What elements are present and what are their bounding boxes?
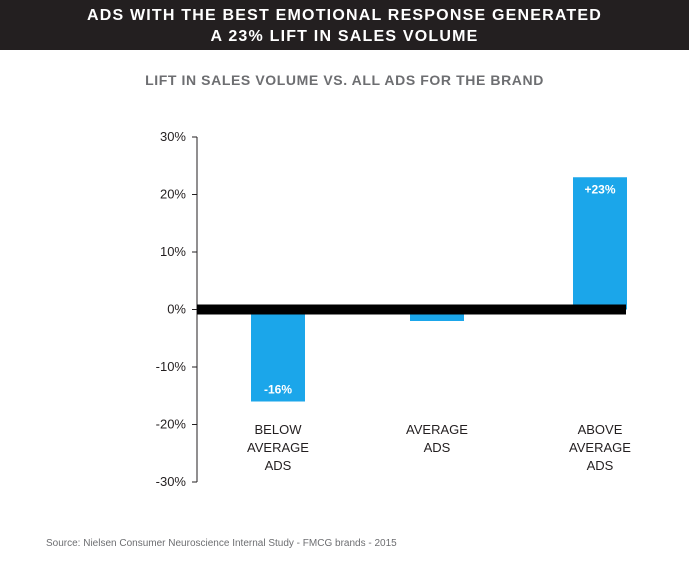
x-category-label-line: AVERAGE (406, 422, 468, 437)
header-line-1: ADS WITH THE BEST EMOTIONAL RESPONSE GEN… (86, 7, 603, 24)
zero-baseline (197, 304, 626, 315)
y-tick-label: 10% (160, 244, 186, 259)
x-category-label-line: ABOVE (578, 422, 623, 437)
source-note: Source: Nielsen Consumer Neuroscience In… (46, 538, 397, 549)
y-tick-label: 0% (167, 302, 186, 317)
header-line-2: A 23% LIFT IN SALES VOLUME (210, 28, 479, 45)
x-category-label-line: BELOW (255, 422, 303, 437)
bar (410, 309, 464, 321)
bar (573, 177, 627, 310)
x-category-label-line: AVERAGE (247, 440, 309, 455)
x-category-label-line: AVERAGE (569, 440, 631, 455)
chart-title: LIFT IN SALES VOLUME VS. ALL ADS FOR THE… (145, 72, 544, 88)
bar (251, 309, 305, 402)
y-tick-label: 30% (160, 129, 186, 144)
x-category-label-line: ADS (587, 458, 614, 473)
x-category-label-line: ADS (265, 458, 292, 473)
y-tick-label: -30% (156, 474, 187, 489)
chart-header: ADS WITH THE BEST EMOTIONAL RESPONSE GEN… (0, 0, 689, 50)
x-category-label: AVERAGE ADS (406, 422, 468, 455)
bar-data-label: -16% (264, 383, 292, 397)
x-category-label: ABOVE AVERAGE ADS (569, 422, 631, 473)
y-tick-label: 20% (160, 187, 186, 202)
x-category-label-line: ADS (424, 440, 451, 455)
y-tick-label: -20% (156, 417, 187, 432)
y-tick-label: -10% (156, 359, 187, 374)
bar-data-label: +23% (584, 182, 615, 196)
x-category-label: BELOW AVERAGE ADS (247, 422, 309, 473)
